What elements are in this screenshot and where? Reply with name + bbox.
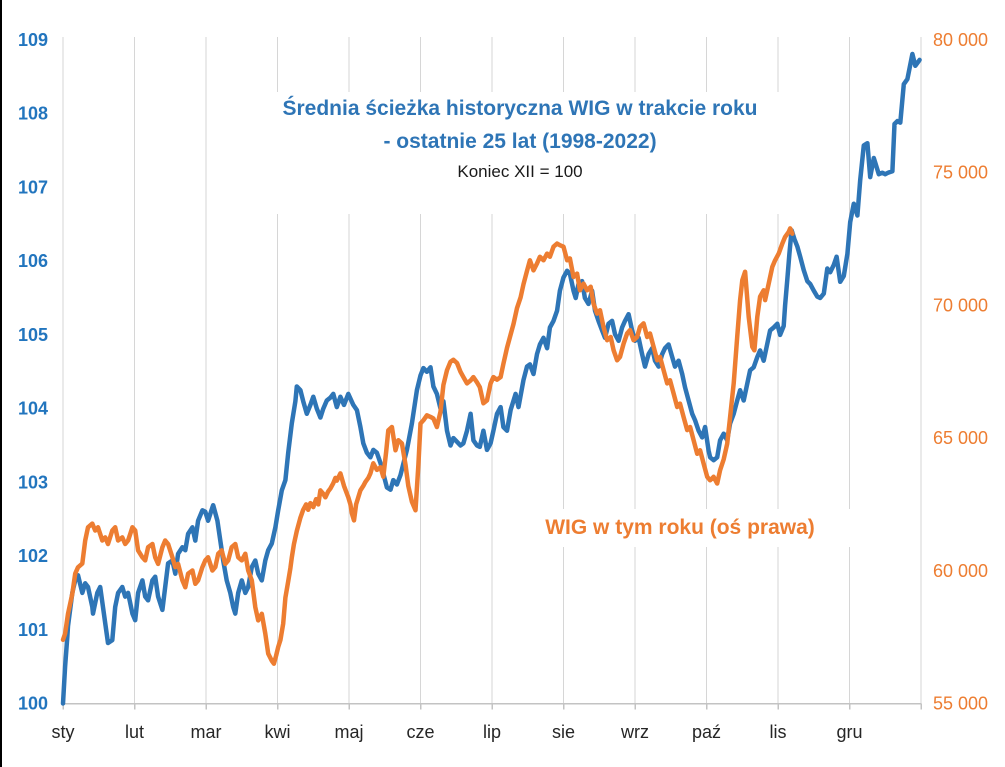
left-axis-tick-label: 100 <box>18 694 48 714</box>
left-axis-tick-label: 105 <box>18 325 48 345</box>
x-axis-month-label: kwi <box>265 722 291 742</box>
left-axis-tick-label: 107 <box>18 177 48 197</box>
left-axis-tick-label: 102 <box>18 546 48 566</box>
x-axis-month-label: gru <box>836 722 862 742</box>
chart-title-block: Średnia ścieżka historyczna WIG w trakci… <box>240 92 800 214</box>
x-axis-month-label: sie <box>552 722 575 742</box>
right-axis-tick-label: 65 000 <box>933 428 988 448</box>
left-axis-tick-label: 108 <box>18 104 48 124</box>
chart-title-line-1: Średnia ścieżka historyczna WIG w trakci… <box>282 97 758 120</box>
x-axis-month-label: cze <box>406 722 434 742</box>
chart-subtitle: Koniec XII = 100 <box>457 162 583 181</box>
left-axis-tick-label: 106 <box>18 251 48 271</box>
left-axis-tick-label: 101 <box>18 620 48 640</box>
left-axis-tick-label: 103 <box>18 472 48 492</box>
screenshot-left-edge-line <box>0 0 2 767</box>
x-axis-month-label: mar <box>191 722 222 742</box>
x-axis-month-label: lut <box>125 722 144 742</box>
x-axis-month-label: lis <box>770 722 787 742</box>
right-axis-tick-label: 55 000 <box>933 694 988 714</box>
x-axis-month-label: wrz <box>620 722 649 742</box>
right-axis-tick-label: 60 000 <box>933 561 988 581</box>
right-axis-tick-label: 70 000 <box>933 295 988 315</box>
right-axis-tick-label: 80 000 <box>933 30 988 50</box>
chart-title-line-2: - ostatnie 25 lat (1998-2022) <box>383 130 657 153</box>
series-legend-wig-current-year: WIG w tym roku (oś prawa) <box>495 509 865 547</box>
x-axis-month-label: maj <box>334 722 363 742</box>
x-axis-month-label: lip <box>483 722 501 742</box>
right-axis-tick-label: 75 000 <box>933 163 988 183</box>
wig-current-year-series-line <box>60 226 795 666</box>
x-axis-month-label: sty <box>51 722 74 742</box>
left-axis-tick-label: 109 <box>18 30 48 50</box>
x-axis-month-label: paź <box>692 722 721 742</box>
left-axis-tick-label: 104 <box>18 399 48 419</box>
average-path-series-line <box>60 51 922 706</box>
